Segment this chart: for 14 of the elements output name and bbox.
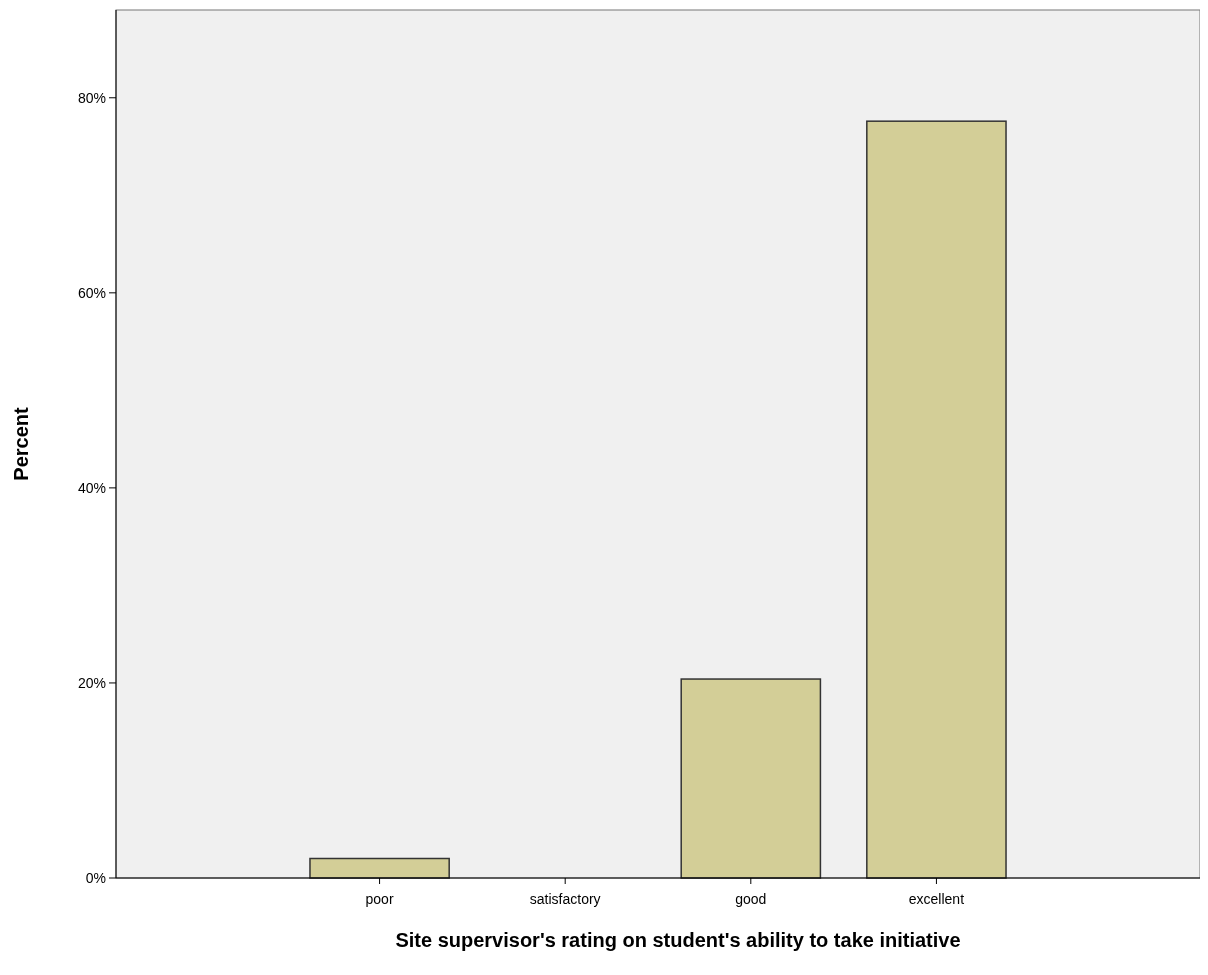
y-tick-label: 0% bbox=[85, 869, 106, 886]
y-tick-label: 60% bbox=[77, 284, 106, 301]
x-tick-label: poor bbox=[365, 891, 394, 907]
bar bbox=[866, 120, 1007, 879]
x-axis-title: Site supervisor's rating on student's ability to take initiative bbox=[395, 929, 961, 951]
x-tick-label: excellent bbox=[908, 891, 965, 907]
x-tick-label: satisfactory bbox=[529, 891, 601, 907]
y-tick-label: 20% bbox=[77, 674, 106, 691]
y-tick-label: 80% bbox=[77, 89, 106, 106]
y-tick-label: 40% bbox=[77, 479, 106, 496]
y-axis-title: Percent bbox=[10, 406, 32, 481]
bar bbox=[680, 678, 822, 879]
bar bbox=[309, 857, 450, 879]
x-tick-label: good bbox=[735, 891, 767, 907]
